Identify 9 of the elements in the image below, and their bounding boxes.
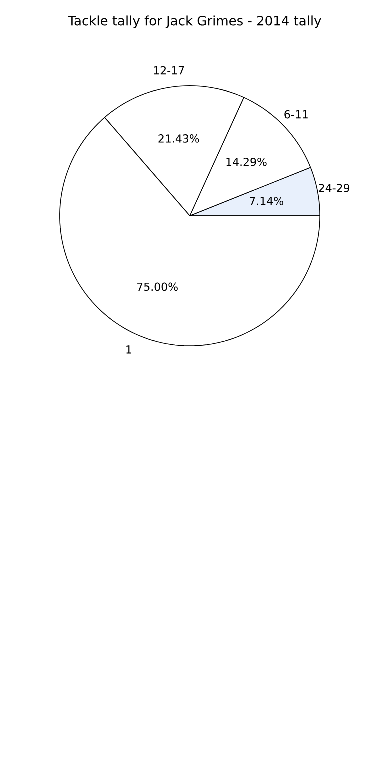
data-label: 7.14% (250, 197, 284, 206)
data-label: 14.29% (226, 158, 267, 166)
data-label: 21.43% (158, 134, 200, 143)
slice-label: 24-29 (319, 184, 350, 192)
data-label: 75.00% (138, 282, 178, 292)
slice-label: 12-17 (154, 66, 184, 75)
chart-title: Tackle tally for Jack Grimes - 2014 tally (68, 16, 322, 28)
slice-label: 1 (126, 346, 132, 354)
slice-label: 6-11 (284, 110, 308, 119)
